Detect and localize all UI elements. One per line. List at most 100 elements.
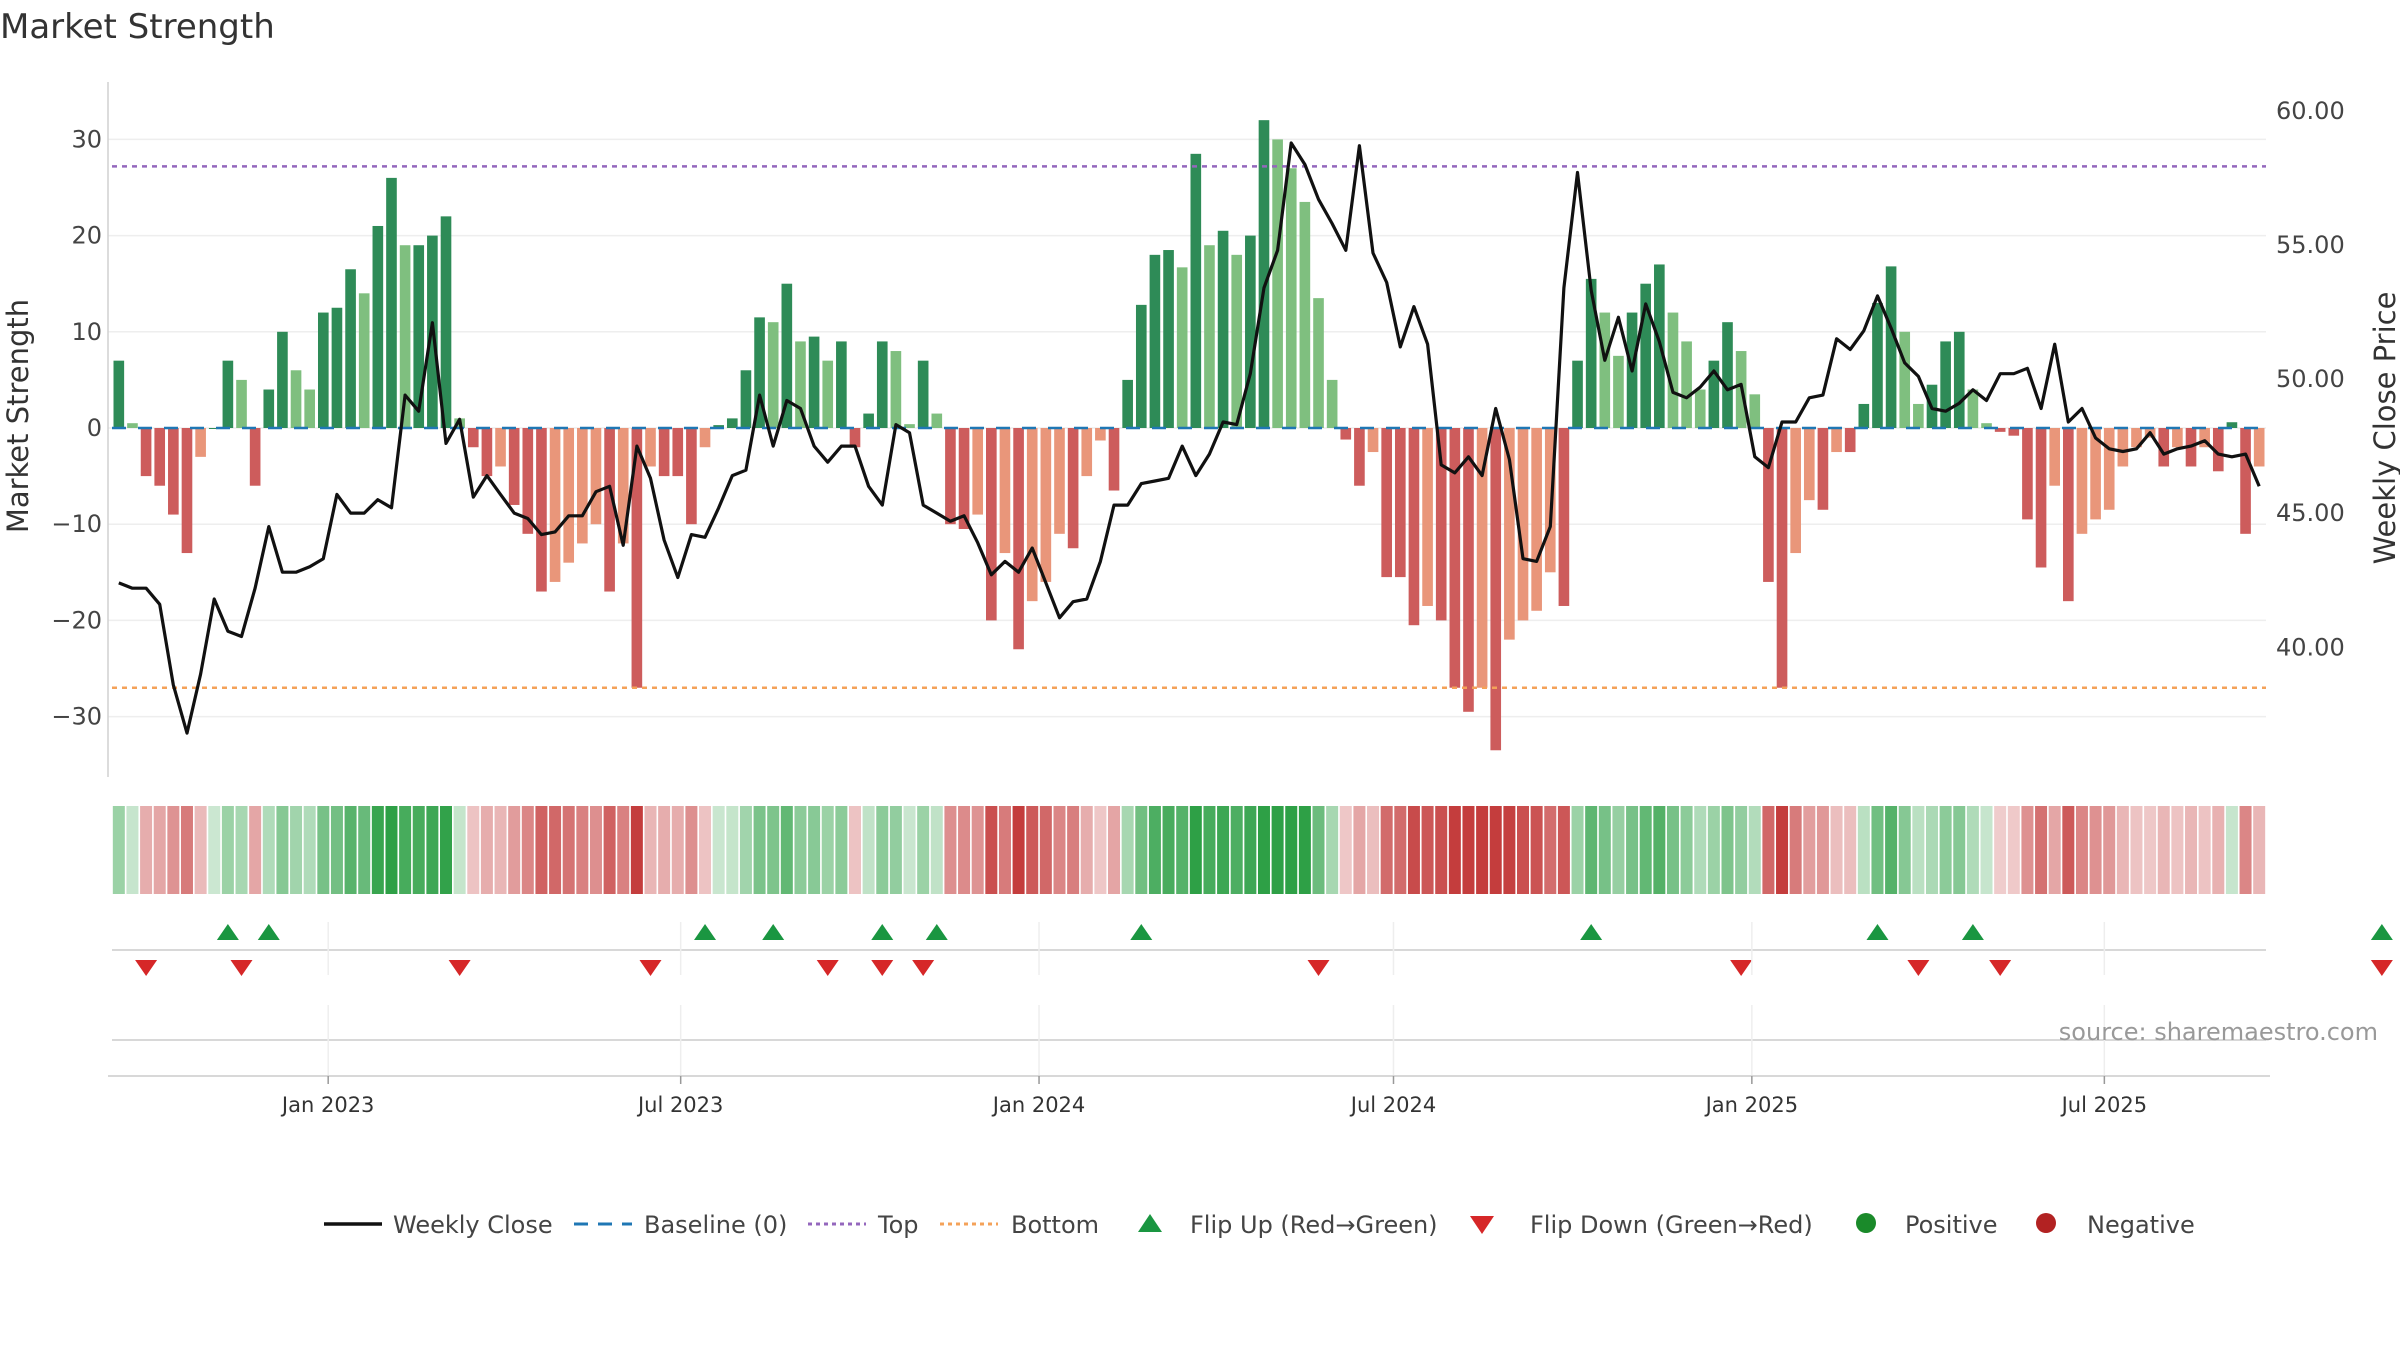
strength-bar [645,428,656,467]
status-cell [1789,806,1802,894]
legend-triangle-down-icon [1470,1216,1494,1234]
strength-bar [304,389,315,428]
strength-bar [876,341,888,428]
flip-down-marker [1307,960,1330,976]
status-cell [2157,806,2170,894]
status-cell [1257,806,1270,894]
status-cell [1121,806,1134,894]
status-cell [1080,806,1093,894]
status-cell [1912,806,1925,894]
strength-bar [386,177,397,428]
status-cell [1517,806,1530,894]
status-cell [699,806,712,894]
strength-bar [1940,341,1951,428]
status-cell [1067,806,1080,894]
strength-bar [1408,428,1420,626]
strength-bar [1994,428,2006,432]
strength-bar [1708,360,1720,428]
strength-bar [536,428,547,592]
strength-bar [2226,422,2238,428]
right-tick-label: 45.00 [2276,499,2345,527]
status-cell [317,806,330,894]
status-cell [1503,806,1516,894]
status-cell [1039,806,1052,894]
status-cell [208,806,221,894]
status-cell [1626,806,1639,894]
status-cell [1816,806,1829,894]
left-tick-label: −20 [51,606,102,634]
status-cell [2116,806,2129,894]
strength-bar [1476,428,1488,688]
strength-bar [154,428,166,486]
strength-bar [1067,428,1079,549]
strength-bar [413,245,425,428]
x-tick-label: Jul 2023 [636,1093,723,1117]
strength-bar [522,428,534,534]
strength-bar [781,283,793,428]
status-cell [1407,806,1420,894]
status-cell [180,806,193,894]
status-cell [1707,806,1720,894]
status-cell [2007,806,2020,894]
right-axis-label: Weekly Close Price [2368,292,2400,565]
strength-bar [249,428,261,486]
strength-bar [358,293,370,428]
strength-bars [113,120,2265,751]
left-tick-label: 20 [71,222,102,250]
flip-up-marker [1130,924,1153,940]
status-cell [821,806,834,894]
flip-up-marker [925,924,948,940]
status-cell [1966,806,1979,894]
legend-label: Negative [2087,1211,2195,1239]
status-cell [1012,806,1025,894]
strength-bar [1885,266,1897,428]
status-cell [1612,806,1625,894]
status-cell [221,806,234,894]
strength-bar [1599,312,1611,428]
status-cell [1680,806,1693,894]
strength-bar [1217,230,1229,428]
status-cell [958,806,971,894]
status-cell [739,806,752,894]
strength-bar [1531,428,1542,611]
strength-bar [372,225,384,428]
strength-bar [1899,331,1911,428]
strength-bar [2035,428,2047,568]
status-cell [2171,806,2184,894]
status-cell [126,806,139,894]
strength-bar [2158,428,2170,467]
strength-bar [1081,428,1093,477]
status-cell [371,806,384,894]
strength-bar [986,428,997,621]
legend-label: Bottom [1011,1211,1099,1239]
status-cell [1885,806,1898,894]
status-cell [971,806,984,894]
strength-bar [1095,428,1106,441]
strength-bar [1817,428,1829,510]
strength-bar [1858,403,1870,428]
x-axis: Jan 2023 Jul 2023 Jan 2024 Jul 2024 Jan 2025… [108,922,2270,1117]
status-cell [426,806,439,894]
status-cell [1230,806,1243,894]
strength-bar [1367,428,1379,453]
strength-bar [1135,304,1147,428]
strength-bar [1245,235,1256,428]
left-tick-label: −10 [51,510,102,538]
status-cell [1762,806,1775,894]
strength-bar [195,428,206,457]
status-cell [290,806,303,894]
strength-bar [2253,428,2265,467]
status-cell [1312,806,1325,894]
status-cell [1939,806,1952,894]
status-cell [589,806,602,894]
status-cell [1925,806,1938,894]
status-cell [753,806,766,894]
status-cell [235,806,248,894]
strength-bar [2199,428,2210,448]
status-cell [1244,806,1257,894]
strength-bar [1340,428,1352,440]
flip-down-marker [912,960,935,976]
status-cell [440,806,453,894]
reference-lines [112,165,2266,689]
strength-bar [2240,428,2251,534]
